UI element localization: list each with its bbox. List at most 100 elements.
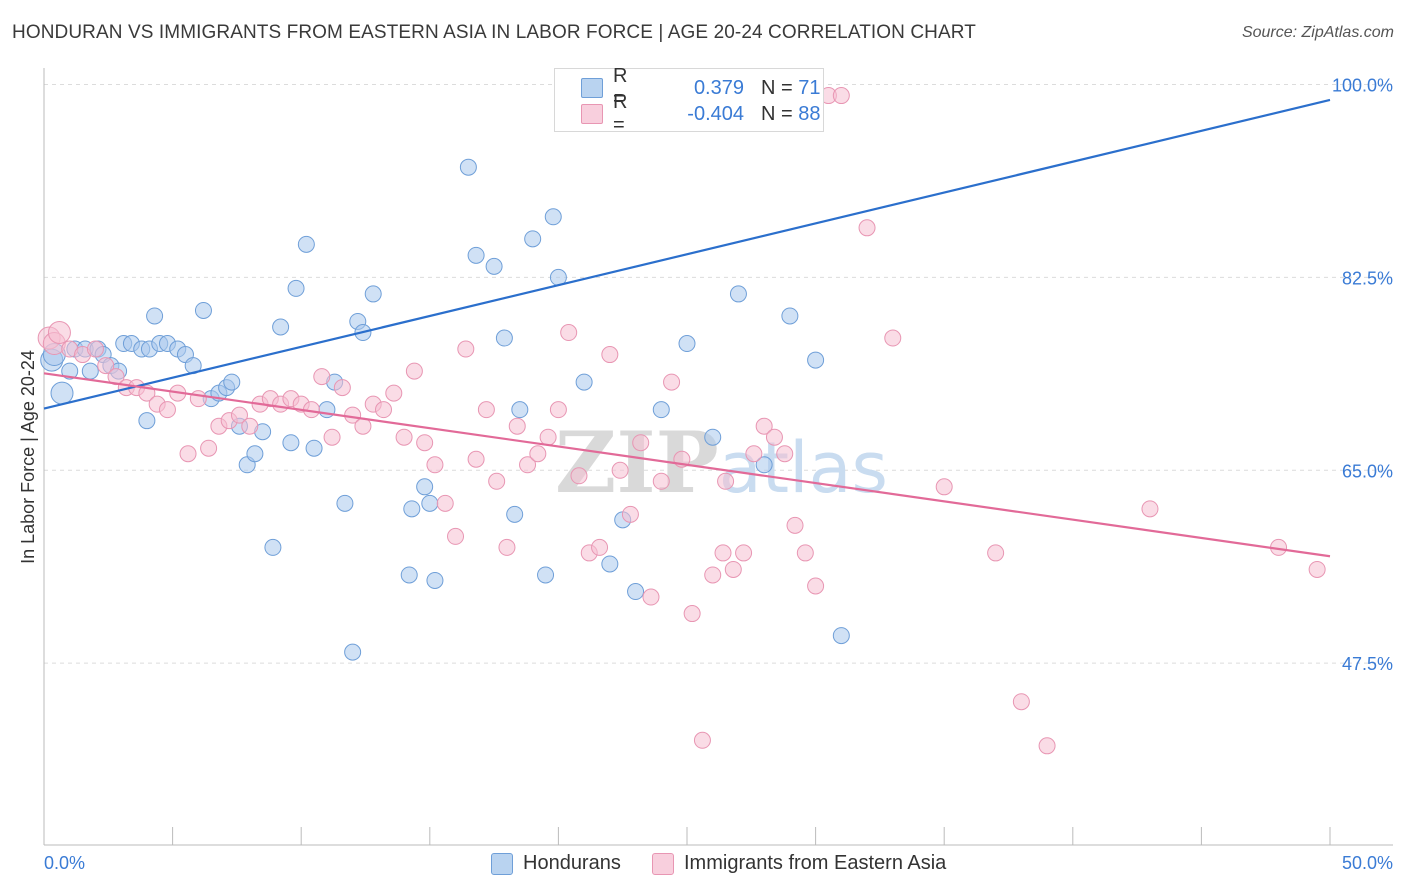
immigrant-point — [179, 445, 197, 463]
immigrant-point — [591, 538, 609, 556]
immigrant-point — [796, 544, 814, 562]
honduran-point — [467, 246, 485, 264]
immigrant-point — [549, 401, 567, 419]
honduran-point — [459, 158, 477, 176]
legend-r-value: -0.404 — [687, 102, 744, 125]
honduran-point — [272, 318, 290, 336]
immigrant-point — [313, 368, 331, 386]
immigrant-point — [241, 417, 259, 435]
immigrant-point — [765, 428, 783, 446]
immigrant-point — [385, 384, 403, 402]
honduran-point — [652, 401, 670, 419]
immigrant-point — [714, 544, 732, 562]
immigrant-point — [935, 478, 953, 496]
immigrant-point — [529, 445, 547, 463]
honduran-point — [138, 412, 156, 430]
watermark-zip: ZIP — [555, 413, 719, 512]
legend-n: N = 71 — [761, 77, 821, 100]
honduran-point — [287, 279, 305, 297]
immigrant-point — [632, 434, 650, 452]
immigrant-point — [447, 527, 465, 545]
series-legend-immigrants[interactable]: Immigrants from Eastern Asia — [652, 852, 946, 875]
immigrant-point — [663, 373, 681, 391]
immigrant-point — [724, 560, 742, 578]
immigrant-point — [508, 417, 526, 435]
immigrant-point — [323, 428, 341, 446]
immigrant-point — [621, 505, 639, 523]
immigrant-point — [457, 340, 475, 358]
legend-r-label: R = — [613, 65, 628, 110]
honduran-point — [146, 307, 164, 325]
y-axis-label: In Labor Force | Age 20-24 — [18, 350, 38, 564]
honduran-point — [421, 494, 439, 512]
immigrant-point — [354, 417, 372, 435]
honduran-point — [678, 335, 696, 353]
immigrant-point — [987, 544, 1005, 562]
immigrant-point — [539, 428, 557, 446]
immigrant-point — [832, 87, 850, 105]
y-tick-label: 100.0% — [1332, 76, 1393, 96]
honduran-point — [61, 362, 79, 380]
immigrant-point — [86, 340, 104, 358]
honduran-point — [755, 456, 773, 474]
labels-layer: 47.5% 65.0% 82.5% 100.0% 0.0% 50.0% In Labor F… — [18, 76, 1393, 873]
y-tick-label: 65.0% — [1342, 461, 1393, 481]
honduran-point — [264, 538, 282, 556]
immigrant-point — [717, 472, 735, 490]
series-legend-hondurans[interactable]: Hondurans — [491, 852, 621, 875]
immigrant-point — [200, 439, 218, 457]
honduran-point — [194, 301, 212, 319]
series-legend-label: Immigrants from Eastern Asia — [684, 852, 947, 874]
legend-swatch-blue — [581, 78, 603, 98]
honduran-point — [511, 401, 529, 419]
legend-r-value: 0.379 — [693, 76, 744, 99]
honduran-point — [524, 230, 542, 248]
immigrant-point — [47, 321, 71, 345]
immigrant-point — [189, 390, 207, 408]
immigrant-point — [652, 472, 670, 490]
honduran-point — [601, 555, 619, 573]
honduran-point — [336, 494, 354, 512]
honduran-point — [627, 583, 645, 601]
immigrant-point — [158, 401, 176, 419]
immigrant-point — [560, 324, 578, 342]
immigrant-point — [1012, 693, 1030, 711]
honduran-point — [400, 566, 418, 584]
immigrant-point — [1308, 560, 1326, 578]
legend-r-label: R = — [613, 91, 628, 136]
y-tick-label: 47.5% — [1342, 654, 1393, 674]
stats-legend: R = 0.379 N = 71 R = -0.404 N = 88 — [554, 65, 824, 136]
x-tick-label-min: 0.0% — [44, 853, 85, 873]
immigrant-point — [1141, 500, 1159, 518]
immigrant-point — [786, 516, 804, 534]
immigrant-point — [230, 406, 248, 424]
immigrant-point — [884, 329, 902, 347]
legend-n-label: N = — [761, 102, 793, 125]
immigrant-point — [693, 731, 711, 749]
honduran-point — [832, 627, 850, 645]
honduran-point — [575, 373, 593, 391]
immigrant-point — [642, 588, 660, 606]
chart-title: HONDURAN VS IMMIGRANTS FROM EASTERN ASIA… — [12, 22, 976, 43]
honduran-trend-line — [43, 98, 1331, 410]
immigrant-point — [776, 445, 794, 463]
honduran-point — [364, 285, 382, 303]
immigrant-point — [745, 445, 763, 463]
legend-n-value: 71 — [798, 76, 821, 99]
y-tick-label: 82.5% — [1342, 268, 1393, 288]
immigrant-point — [704, 566, 722, 584]
immigrant-point — [735, 544, 753, 562]
immigrant-point — [477, 401, 495, 419]
honduran-point — [704, 428, 722, 446]
immigrant-point — [807, 577, 825, 595]
axes-layer — [43, 68, 1393, 846]
honduran-point — [282, 434, 300, 452]
immigrant-point — [405, 362, 423, 380]
watermark-atlas: atlas — [719, 427, 888, 509]
honduran-point — [403, 500, 421, 518]
immigrant-point — [498, 538, 516, 556]
immigrant-point — [426, 456, 444, 474]
honduran-point — [297, 235, 315, 253]
watermark: ZIPatlas — [555, 413, 888, 512]
